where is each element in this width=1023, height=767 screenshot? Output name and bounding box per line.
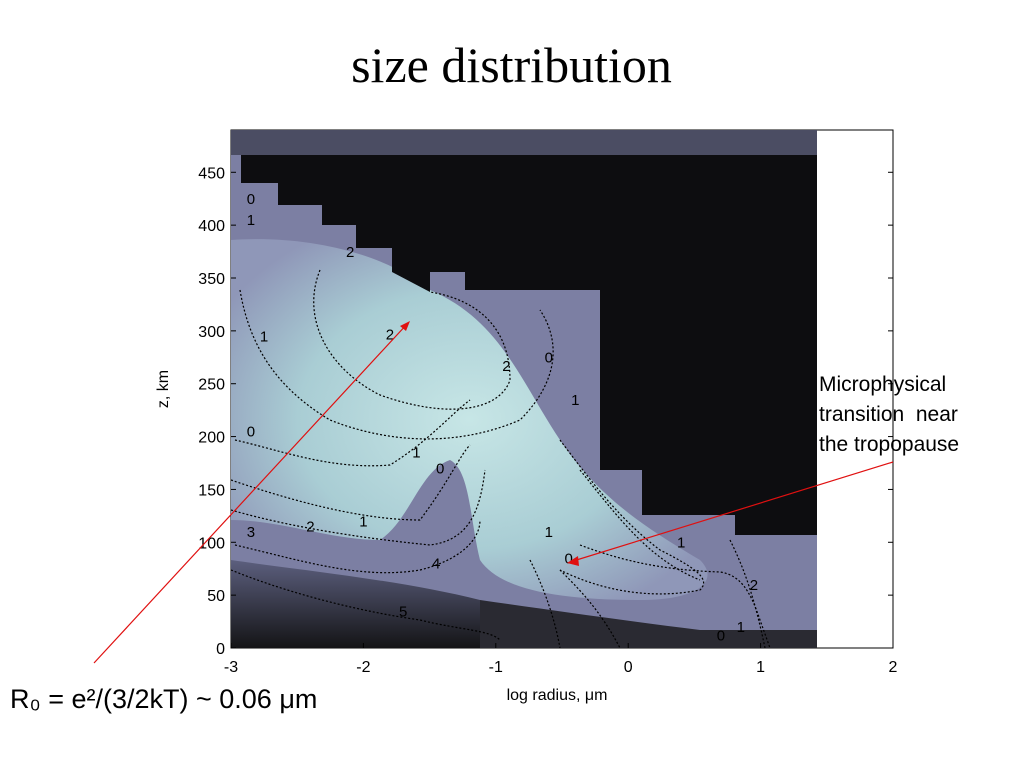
y-tick-label: 250 [198, 377, 225, 394]
y-axis-label: z, km [155, 370, 172, 408]
y-tick-label: 200 [198, 430, 225, 447]
contour-label-2: 1 [260, 328, 268, 345]
contour-label-0: 2 [386, 326, 394, 343]
x-axis-label: log radius, μm [507, 687, 608, 704]
contour-label-6: 2 [306, 519, 314, 536]
contour-label-17: 0 [247, 191, 255, 208]
contour-label-4: 1 [412, 445, 420, 462]
contour-label-1: 2 [502, 358, 510, 375]
heatmap-top-strip [231, 130, 817, 155]
contour-label-13: 1 [677, 535, 685, 552]
y-tick-label: 300 [198, 324, 225, 341]
y-tick-label: 0 [216, 641, 225, 658]
y-tick-label: 350 [198, 271, 225, 288]
annotation-line-2: transition near [819, 403, 958, 426]
y-axis: 0 50 100 150 200 250 300 350 400 450 [198, 165, 236, 658]
contour-label-20: 2 [750, 577, 758, 594]
y-tick-label: 150 [198, 482, 225, 499]
contour-label-14: 0 [717, 628, 725, 645]
x-tick-label: -1 [489, 659, 503, 676]
contour-label-21: 1 [737, 619, 745, 636]
x-tick-label: 1 [756, 659, 765, 676]
right-ticks [888, 171, 893, 649]
y-tick-label: 400 [198, 218, 225, 235]
contour-label-15: 0 [545, 350, 553, 367]
contour-label-11: 0 [564, 550, 572, 567]
contour-label-18: 1 [247, 212, 255, 229]
contour-lines [231, 269, 771, 648]
heatmap-bottom-dark [480, 600, 817, 648]
y-tick-label: 450 [198, 165, 225, 182]
heatmap-light-region [231, 239, 708, 601]
contour-label-7: 1 [359, 513, 367, 530]
contour-label-3: 0 [247, 424, 255, 441]
page-title: size distribution [351, 37, 672, 93]
y-tick-label: 100 [198, 535, 225, 552]
annotation-line-3: the tropopause [819, 433, 960, 456]
x-tick-label: 2 [889, 659, 898, 676]
microphysical-annotation: Microphysical transition near the tropop… [819, 370, 1019, 460]
x-tick-label: 0 [624, 659, 633, 676]
r0-formula-annotation: R₀ = e²/(3/2kT) ~ 0.06 μm [10, 684, 318, 714]
contour-label-16: 1 [571, 392, 579, 409]
contour-label-8: 3 [247, 524, 255, 541]
contour-label-19: 2 [346, 244, 354, 261]
heatmap-bottom-band [231, 560, 480, 648]
y-tick-label: 50 [207, 588, 225, 605]
arrow-r0 [93, 321, 410, 664]
annotation-line-1: Microphysical [819, 373, 947, 396]
x-tick-label: -3 [224, 659, 238, 676]
contour-label-10: 5 [399, 603, 407, 620]
x-axis: -3 -2 -1 0 1 2 [224, 643, 898, 676]
contour-label-9: 4 [432, 556, 440, 573]
contour-label-5: 0 [436, 461, 444, 478]
x-tick-label: -2 [356, 659, 370, 676]
contour-label-12: 1 [545, 524, 553, 541]
arrow-tropopause [567, 461, 894, 566]
heatmap-dark-region [241, 130, 817, 535]
